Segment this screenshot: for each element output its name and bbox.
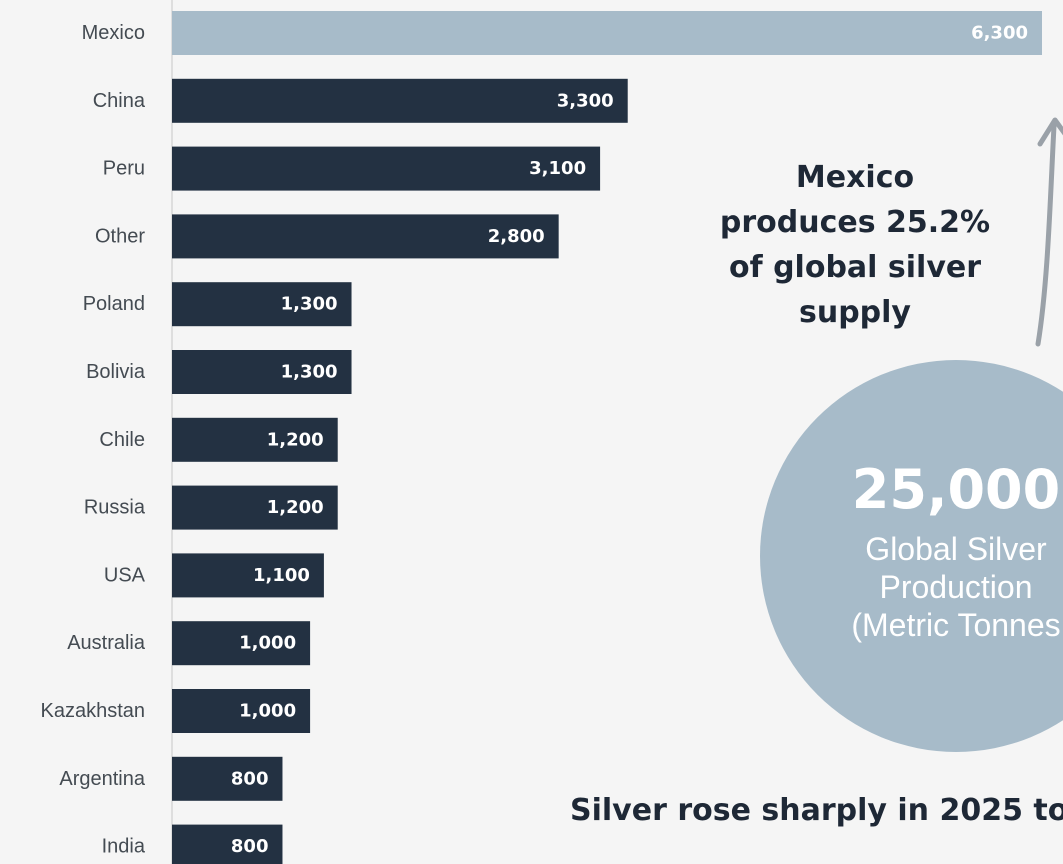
category-label-india: India bbox=[102, 836, 146, 858]
curved-arrow-icon bbox=[1035, 117, 1063, 347]
value-label-mexico: 6,300 bbox=[971, 23, 1028, 44]
bar-bolivia bbox=[172, 350, 352, 394]
value-label-china: 3,300 bbox=[557, 90, 614, 111]
callout-line-3: of global silver bbox=[728, 250, 982, 285]
value-label-kazakhstan: 1,000 bbox=[239, 701, 296, 722]
caption-line-3: (Metric Tonnes bbox=[851, 607, 1061, 643]
global-production-caption: Global Silver Production (Metric Tonnes bbox=[760, 530, 1063, 644]
bar-russia bbox=[172, 485, 338, 530]
bars-group: Mexico 6,300 China 3,300 Peru 3,100 Other 2,800… bbox=[40, 11, 1042, 864]
bar-argentina bbox=[172, 756, 283, 801]
bar-poland bbox=[172, 282, 352, 327]
global-production-number: 25,000 bbox=[851, 458, 1061, 521]
category-label-bolivia: Bolivia bbox=[86, 361, 146, 383]
category-label-chile: Chile bbox=[99, 429, 145, 451]
caption-line-2: Production bbox=[879, 569, 1033, 605]
value-label-poland: 1,300 bbox=[281, 294, 338, 315]
value-label-chile: 1,200 bbox=[267, 429, 324, 450]
category-label-kazakhstan: Kazakhstan bbox=[40, 700, 145, 722]
value-label-russia: 1,200 bbox=[267, 497, 324, 518]
category-label-other: Other bbox=[95, 225, 145, 247]
bottom-headline: Silver rose sharply in 2025 to bbox=[570, 793, 1063, 828]
value-label-india: 800 bbox=[231, 836, 269, 857]
value-label-usa: 1,100 bbox=[253, 565, 310, 586]
category-label-russia: Russia bbox=[84, 497, 146, 519]
bar-india bbox=[172, 824, 283, 864]
mexico-share-callout: Mexico produces 25.2% of global silver s… bbox=[700, 155, 1010, 335]
bar-kazakhstan bbox=[172, 689, 311, 733]
category-label-poland: Poland bbox=[83, 293, 145, 315]
bar-other bbox=[172, 214, 559, 259]
bar-china bbox=[172, 78, 628, 123]
caption-line-1: Global Silver bbox=[865, 531, 1047, 567]
category-label-china: China bbox=[93, 90, 146, 112]
value-label-peru: 3,100 bbox=[529, 158, 586, 179]
category-label-mexico: Mexico bbox=[82, 22, 145, 44]
bar-mexico bbox=[172, 11, 1042, 55]
value-label-other: 2,800 bbox=[488, 226, 545, 247]
bar-usa bbox=[172, 553, 324, 598]
category-label-peru: Peru bbox=[103, 158, 145, 180]
callout-line-1: Mexico bbox=[795, 160, 915, 195]
global-production-circle bbox=[760, 360, 1063, 752]
value-label-argentina: 800 bbox=[231, 768, 269, 789]
category-label-usa: USA bbox=[104, 564, 146, 586]
value-label-bolivia: 1,300 bbox=[281, 362, 338, 383]
bar-peru bbox=[172, 146, 601, 191]
callout-line-2: produces 25.2% bbox=[719, 205, 991, 240]
callout-line-4: supply bbox=[798, 295, 911, 330]
bar-australia bbox=[172, 621, 311, 666]
value-label-australia: 1,000 bbox=[239, 633, 296, 654]
category-label-australia: Australia bbox=[67, 632, 146, 654]
category-label-argentina: Argentina bbox=[59, 768, 145, 790]
bar-chile bbox=[172, 417, 338, 462]
